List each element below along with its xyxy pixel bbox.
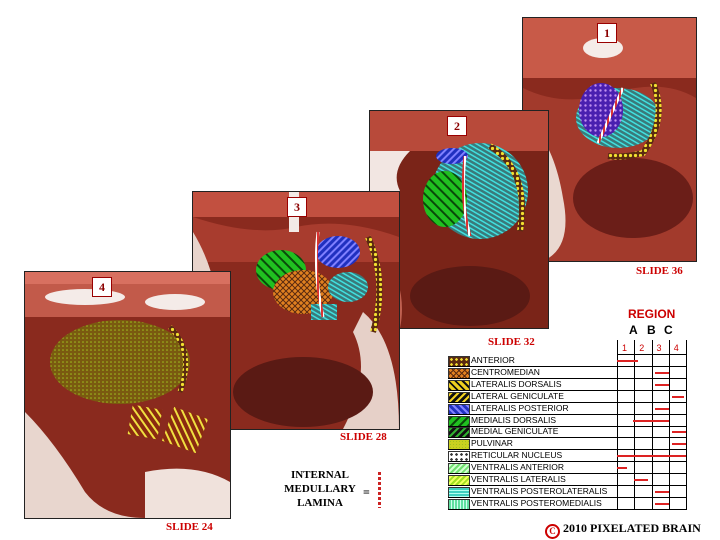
lamina-symbol [378, 472, 381, 508]
region-number: 1 [622, 343, 628, 353]
slide-caption: SLIDE 24 [166, 521, 213, 533]
legend-divider [448, 366, 686, 367]
legend-divider [448, 461, 686, 463]
legend-divider [448, 473, 686, 475]
slide-4-image: 4 [24, 271, 231, 519]
region-range-bar [617, 360, 638, 362]
legend-row: MEDIAL GENICULATE [448, 426, 686, 439]
legend-row: LATERALIS DORSALIS [448, 379, 686, 391]
legend-divider [448, 389, 686, 391]
region-grid-line [651, 340, 653, 510]
legend-label: VENTRALIS LATERALIS [471, 474, 566, 484]
region-letter: A [629, 323, 638, 337]
slide-caption: SLIDE 28 [340, 431, 387, 443]
region-letter: B [647, 323, 656, 337]
legend-label: MEDIAL GENICULATE [471, 426, 559, 437]
legend-row: LATERALIS POSTERIOR [448, 403, 686, 415]
copyright-icon: C [545, 524, 560, 539]
legend-row: VENTRALIS LATERALIS [448, 474, 686, 486]
legend-divider [448, 401, 686, 403]
region-grid-line [668, 340, 670, 510]
brain-section-slide-4 [25, 272, 230, 518]
region-letter: C [664, 323, 673, 337]
legend-label: LATERALIS DORSALIS [471, 378, 562, 389]
copyright-text: 2010 PIXELATED BRAIN [563, 521, 701, 535]
copyright: C 2010 PIXELATED BRAIN [545, 521, 701, 539]
legend-divider [448, 449, 686, 451]
region-anterior-slide-1 [579, 83, 623, 137]
slide-number-badge: 2 [447, 116, 467, 136]
region-title: REGION [628, 307, 676, 321]
legend-label: VENTRALIS POSTEROMEDIALIS [471, 497, 602, 508]
slide-caption: SLIDE 36 [636, 265, 683, 277]
region-number: 4 [673, 343, 679, 353]
region-range-bar [632, 419, 669, 422]
legend-row: ANTERIOR [448, 355, 686, 367]
legend-row: VENTRALIS POSTEROMEDIALIS [448, 498, 686, 510]
lamina-equals: = [363, 485, 370, 499]
slide-caption: SLIDE 32 [488, 336, 535, 348]
region-grid-line [617, 340, 618, 510]
legend-divider [448, 508, 686, 510]
region-range-bar [654, 490, 669, 493]
region-range-bar [654, 407, 669, 410]
legend-row: VENTRALIS ANTERIOR [448, 462, 686, 475]
region-grid-line [634, 340, 636, 510]
legend-divider [448, 485, 686, 486]
legend-label: LATERAL GENICULATE [471, 390, 564, 401]
legend-row: LATERAL GENICULATE [448, 391, 686, 403]
slide-1-image: 1 [522, 17, 697, 262]
legend-divider [448, 377, 686, 379]
region-grid-line [686, 340, 687, 510]
legend-row: VENTRALIS POSTEROLATERALIS [448, 486, 686, 498]
slide-number-badge: 4 [92, 277, 112, 297]
region-range-bar [654, 371, 669, 374]
region-medialis-dorsalis-slide-2 [423, 171, 467, 227]
legend-row: RETICULAR NUCLEUS [448, 450, 686, 463]
lamina-label-line: LAMINA [297, 497, 343, 509]
lamina-label-line: INTERNAL [290, 469, 350, 481]
region-range-bar [654, 383, 669, 386]
region-header-line [617, 354, 686, 355]
lamina-label: INTERNAL MEDULLARY LAMINA [275, 468, 365, 510]
legend-label: ANTERIOR [471, 355, 515, 365]
legend-label: VENTRALIS POSTEROLATERALIS [471, 485, 608, 496]
legend-label: VENTRALIS ANTERIOR [471, 462, 565, 473]
region-number: 3 [656, 343, 662, 353]
legend-label: CENTROMEDIAN [471, 366, 540, 377]
legend-divider [448, 425, 686, 427]
region-range-bar [617, 467, 628, 470]
legend-divider [448, 437, 686, 439]
region-range-bar [672, 395, 685, 398]
region-range-bar [672, 443, 686, 446]
legend-row: MEDIALIS DORSALIS [448, 415, 686, 427]
region-lateralis-posterior-slide-3 [316, 236, 360, 268]
legend-label: RETICULAR NUCLEUS [471, 450, 563, 461]
legend-divider [448, 413, 686, 415]
brain-section-slide-1 [523, 18, 696, 261]
region-range-bar [654, 502, 669, 505]
legend-label: PULVINAR [471, 438, 513, 449]
legend-divider [448, 496, 686, 498]
legend-label: MEDIALIS DORSALIS [471, 414, 557, 425]
region-range-bar [617, 455, 686, 458]
lamina-label-line: MEDULLARY [284, 483, 356, 495]
region-range-bar [634, 479, 649, 481]
legend-row: CENTROMEDIAN [448, 367, 686, 379]
slide-number-badge: 3 [287, 197, 307, 217]
region-range-bar [672, 431, 686, 434]
legend-label: LATERALIS POSTERIOR [471, 402, 569, 413]
legend-row: PULVINAR [448, 438, 686, 451]
region-number: 2 [639, 343, 645, 353]
slide-number-badge: 1 [597, 23, 617, 43]
region-pulvinar-slide-4 [50, 320, 190, 404]
